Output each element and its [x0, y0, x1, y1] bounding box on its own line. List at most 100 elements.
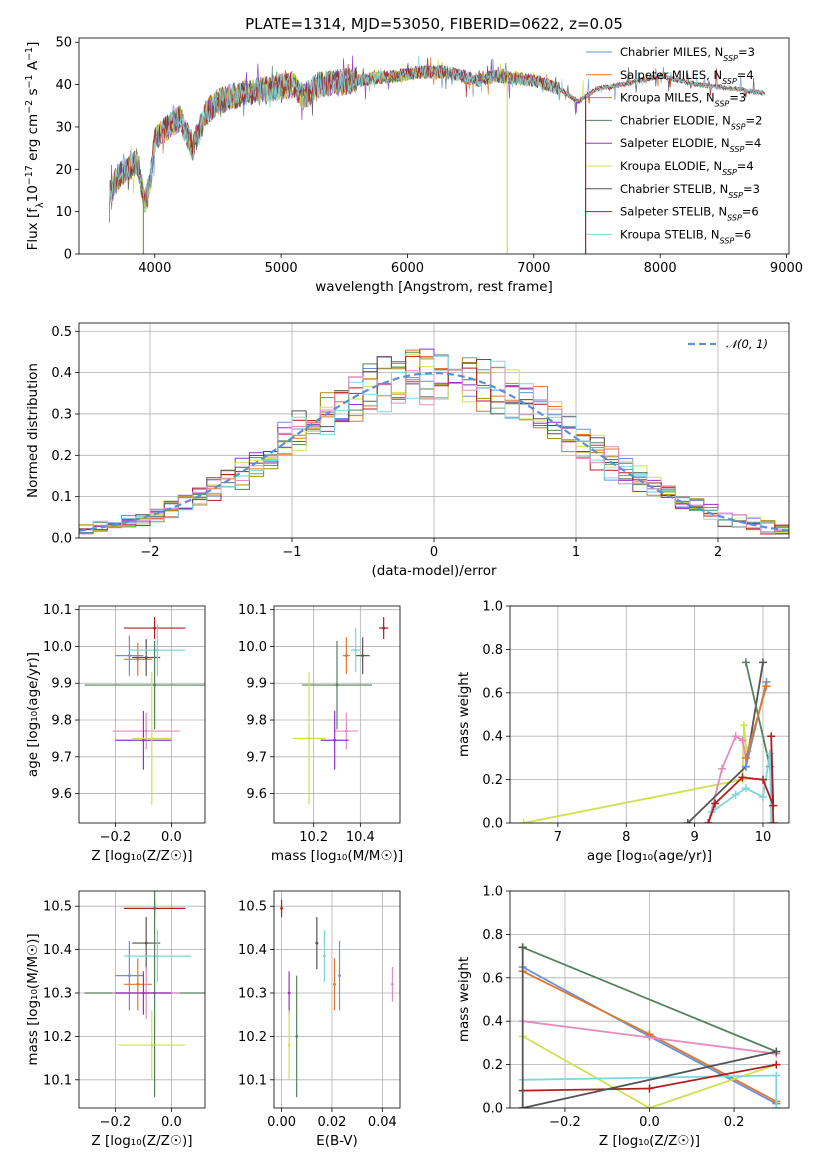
y-tick-label: 1.0 [482, 600, 503, 615]
legend-label-name: Salpeter STELIB, N [620, 205, 727, 219]
y-tick-label: 0.3 [51, 407, 72, 422]
x-axis-label: (data-model)/error [371, 563, 497, 579]
mass-weight-marker [772, 1060, 781, 1069]
x-tick-label: −0.2 [100, 830, 132, 845]
errorbar-point [361, 654, 365, 658]
axes-frame [273, 890, 401, 1109]
legend-label-sub: SSP [720, 236, 735, 245]
mass-weight-marker [738, 736, 747, 745]
gaussian-curve [79, 371, 789, 532]
y-tick-label: 9.7 [51, 750, 72, 765]
y-tick-label: 0.1 [51, 490, 72, 505]
mass-weight-line-c9 [711, 753, 773, 823]
mass-weight-marker [711, 799, 720, 808]
x-axis-label: mass [log₁₀(M/M☉)] [271, 848, 403, 864]
errorbar-point [280, 906, 283, 910]
x-tick-label: 10.4 [346, 830, 375, 845]
panel-residuals: −2 −1 0 1 2 0.0 0.1 0.2 0.3 0.4 0.5 (data-model)/er… [25, 322, 790, 579]
errorbar-point [144, 729, 148, 733]
errorbar-point [354, 648, 358, 652]
x-axis-label: wavelength [Angstrom, rest frame] [315, 279, 553, 295]
legend-label-name: Chabrier ELODIE, N [620, 113, 731, 127]
x-tick-label: 10 [755, 830, 772, 845]
x-tick-label: 10.2 [299, 830, 328, 845]
x-tick-label: 0.0 [161, 830, 182, 845]
mass-weight-marker [772, 1071, 781, 1080]
x-tick-label: 0.00 [267, 1115, 296, 1130]
spectrum-series-c7 [108, 62, 766, 223]
y-tick-label: 0.4 [482, 730, 503, 745]
y-tick-label: 40 [55, 78, 72, 93]
axes-frame [78, 322, 790, 539]
legend-label-sub: SSP [723, 54, 738, 63]
x-tick-label: 0.04 [368, 1115, 397, 1130]
y-tick-label: 0.6 [482, 971, 503, 986]
legend-label-name: Chabrier MILES, N [620, 45, 723, 59]
errorbar-point [144, 656, 148, 659]
mass-weight-marker [769, 819, 778, 823]
panel-mass_vs_Z: −0.2 0.0 10.1 10.2 10.3 10.4 10.5 Z [log₁₀(Z/Z☉… [25, 890, 206, 1149]
y-axis-label: Normed distribution [25, 363, 41, 498]
y-axis-label: Flux [fλ10−17 erg cm−2 s−1 A−1] [24, 42, 46, 251]
y-axis-label: mass weight [456, 957, 472, 1042]
errorbar-point [287, 991, 291, 995]
mass-weight-marker [767, 819, 776, 823]
y-tick-label: 9.8 [51, 714, 72, 729]
y-tick-label: 1.0 [482, 885, 503, 900]
errorbar-point [153, 626, 157, 630]
x-tick-label: 0 [430, 545, 438, 560]
x-tick-label: 8000 [644, 261, 677, 276]
legend-label-name: Kroupa MILES, N [620, 91, 715, 105]
errorbar-point [391, 982, 394, 986]
errorbar-point [307, 737, 311, 740]
axes-frame [78, 37, 790, 255]
mass-weight-marker [683, 819, 692, 823]
y-axis-label: age [log₁₀(age/yr)] [25, 652, 41, 777]
plot-area-mass_vs_Z [84, 891, 205, 1098]
y-tick-label: 10.1 [238, 1073, 267, 1088]
mass-weight-marker [772, 1047, 781, 1056]
legend-label: Salpeter STELIB, NSSP=6 [620, 205, 759, 223]
mass-weight-line-pink [522, 1020, 777, 1055]
x-axis-label: age [log₁₀(age/yr)] [587, 848, 712, 864]
legend-label-value: =4 [737, 68, 754, 82]
mass-weight-line-c6 [522, 1035, 777, 1108]
mass-weight-marker [704, 819, 713, 823]
x-tick-label: 0.0 [639, 1115, 660, 1130]
y-tick-label: 10 [55, 205, 72, 220]
errorbar-point [295, 1034, 299, 1038]
legend-label-sub: SSP [715, 99, 730, 108]
errorbar-point [323, 954, 326, 958]
legend-label-name: Kroupa ELODIE, N [620, 159, 722, 173]
errorbar-point [127, 654, 131, 658]
mass-weight-marker [759, 658, 768, 667]
legend-label-name: Chabrier STELIB, N [620, 182, 728, 196]
y-tick-label: 9.9 [51, 677, 72, 692]
y-axis-label-part: −2 [24, 100, 35, 114]
y-tick-label: 0.4 [51, 366, 72, 381]
errorbar-point [335, 683, 339, 687]
x-tick-label: 9000 [770, 261, 803, 276]
errorbar-point [156, 954, 159, 958]
x-tick-label: 2 [714, 545, 722, 560]
x-tick-label: 9 [690, 830, 698, 845]
legend-label-value: =6 [734, 227, 751, 241]
mass-weight-marker [738, 773, 747, 782]
panel-mw_vs_age: 7 8 9 10 0.0 0.2 0.4 0.6 0.8 1.0 age [log₁₀(age/yr… [456, 600, 790, 864]
x-axis-label: Z [log₁₀(Z/Z☉)] [599, 1133, 700, 1149]
legend-label-value: =2 [746, 113, 763, 127]
y-tick-label: 30 [55, 120, 72, 135]
legend-label-value: =4 [744, 136, 761, 150]
y-tick-label: 0.2 [482, 1058, 503, 1073]
y-tick-label: 10.3 [238, 986, 267, 1001]
legend-label-name: Salpeter ELODIE, N [620, 136, 730, 150]
y-tick-label: 0 [64, 248, 72, 263]
axes-frame [78, 890, 206, 1109]
errorbar-point [315, 941, 319, 945]
plot-area-mw_vs_Z [518, 943, 781, 1108]
plot-area-age_vs_Z [84, 617, 205, 805]
y-tick-label: 50 [55, 36, 72, 51]
y-axis-label-part: 10 [25, 185, 41, 202]
legend-label-name: Salpeter MILES, N [620, 68, 722, 82]
